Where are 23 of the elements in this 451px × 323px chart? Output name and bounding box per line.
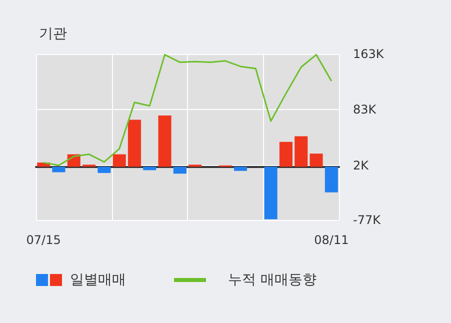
bar [294,136,308,167]
bar [158,116,172,167]
y-tick-label: 163K [353,47,385,61]
chart-title: 기관 [39,26,67,42]
bar [310,154,323,167]
y-tick-label: 83K [353,102,378,116]
y-tick-label: -77K [353,213,382,227]
x-tick-label: 08/11 [314,233,349,247]
y-tick-label: 2K [353,158,370,172]
bar [264,166,278,220]
bar [52,166,66,172]
bar [112,154,126,167]
bar [173,166,186,174]
bar [279,142,292,167]
legend-label: 일별매매 [70,271,126,289]
x-tick-label: 07/15 [26,233,61,247]
bar [128,120,141,167]
bar [98,166,111,173]
line-series [42,54,332,166]
legend-label: 누적 매매동향 [228,271,316,289]
bar [234,166,248,171]
bar [143,166,156,170]
bar [324,166,338,192]
